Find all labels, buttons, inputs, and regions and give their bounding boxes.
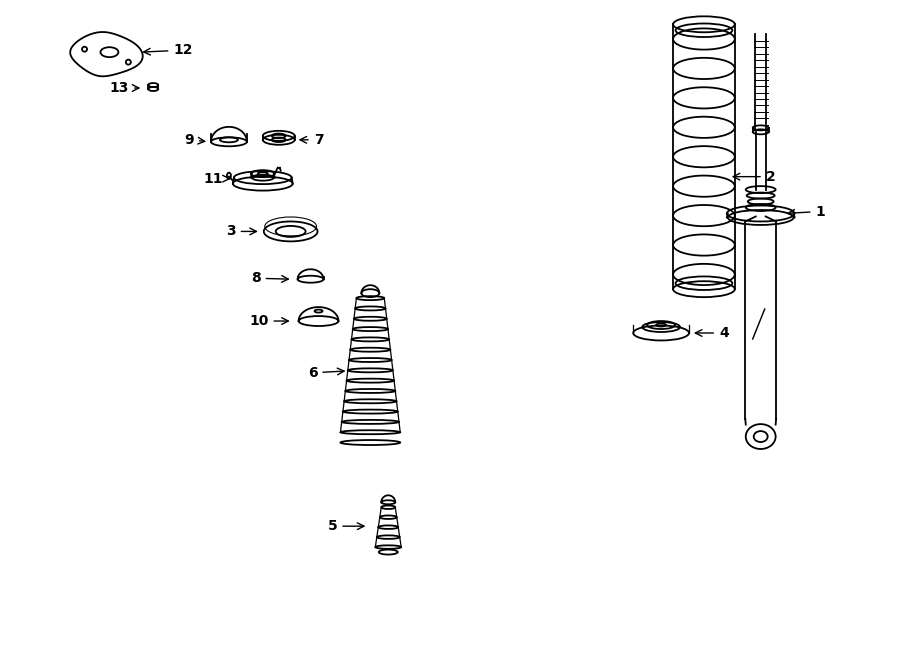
Text: 1: 1 <box>788 204 825 219</box>
Text: 11: 11 <box>203 172 230 186</box>
Text: 6: 6 <box>308 366 344 380</box>
Text: 4: 4 <box>696 326 729 340</box>
Text: 7: 7 <box>300 133 323 147</box>
Text: 2: 2 <box>734 170 776 184</box>
Text: 3: 3 <box>226 225 256 239</box>
Text: 8: 8 <box>251 271 288 285</box>
Text: 12: 12 <box>144 43 193 58</box>
Text: 5: 5 <box>328 519 364 533</box>
Text: 9: 9 <box>184 133 204 147</box>
Text: 13: 13 <box>110 81 139 95</box>
Text: 10: 10 <box>249 314 288 328</box>
